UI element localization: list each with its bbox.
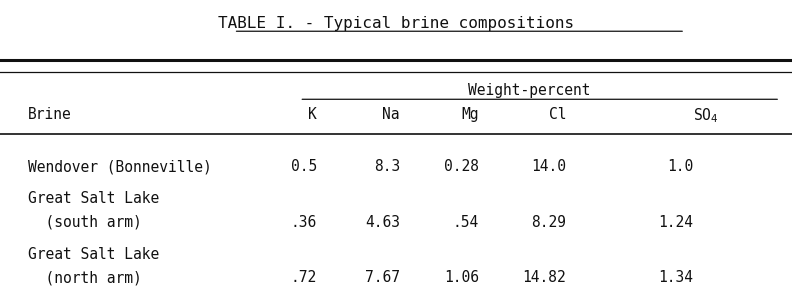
Text: Na: Na — [383, 107, 400, 121]
Text: K: K — [308, 107, 317, 121]
Text: 0.28: 0.28 — [444, 159, 479, 174]
Text: Great Salt Lake: Great Salt Lake — [28, 191, 159, 206]
Text: TABLE I. - Typical brine compositions: TABLE I. - Typical brine compositions — [218, 16, 574, 31]
Text: Brine: Brine — [28, 107, 71, 121]
Text: .54: .54 — [453, 215, 479, 230]
Text: SO$_4$: SO$_4$ — [693, 107, 718, 125]
Text: Weight-percent: Weight-percent — [468, 83, 590, 98]
Text: 7.67: 7.67 — [365, 270, 400, 285]
Text: Cl: Cl — [549, 107, 566, 121]
Text: .36: .36 — [291, 215, 317, 230]
Text: 1.34: 1.34 — [658, 270, 693, 285]
Text: 0.5: 0.5 — [291, 159, 317, 174]
Text: 8.29: 8.29 — [531, 215, 566, 230]
Text: 8.3: 8.3 — [374, 159, 400, 174]
Text: Mg: Mg — [462, 107, 479, 121]
Text: .72: .72 — [291, 270, 317, 285]
Text: (south arm): (south arm) — [28, 215, 142, 230]
Text: 1.24: 1.24 — [658, 215, 693, 230]
Text: (north arm): (north arm) — [28, 270, 142, 285]
Text: 1.06: 1.06 — [444, 270, 479, 285]
Text: Great Salt Lake: Great Salt Lake — [28, 247, 159, 262]
Text: 1.0: 1.0 — [667, 159, 693, 174]
Text: 4.63: 4.63 — [365, 215, 400, 230]
Text: Wendover (Bonneville): Wendover (Bonneville) — [28, 159, 211, 174]
Text: 14.82: 14.82 — [523, 270, 566, 285]
Text: 14.0: 14.0 — [531, 159, 566, 174]
